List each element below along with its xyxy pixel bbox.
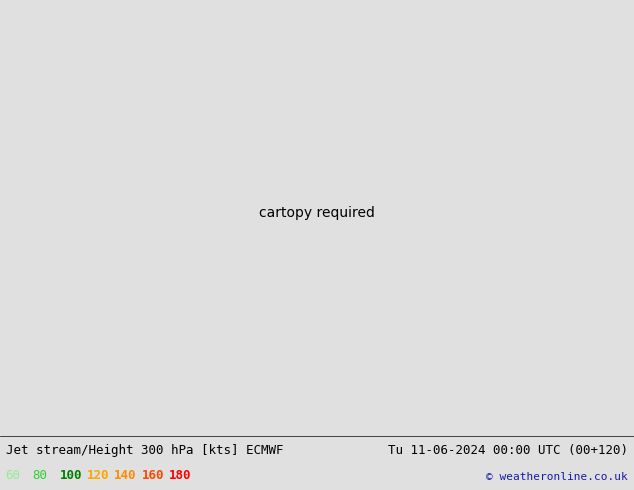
Text: Tu 11-06-2024 00:00 UTC (00+120): Tu 11-06-2024 00:00 UTC (00+120)	[387, 444, 628, 457]
Text: 180: 180	[169, 469, 191, 482]
Text: 120: 120	[87, 469, 109, 482]
Text: 60: 60	[5, 469, 20, 482]
Text: 80: 80	[32, 469, 48, 482]
Text: 140: 140	[114, 469, 136, 482]
Text: cartopy required: cartopy required	[259, 206, 375, 220]
Text: Jet stream/Height 300 hPa [kts] ECMWF: Jet stream/Height 300 hPa [kts] ECMWF	[6, 444, 284, 457]
Text: © weatheronline.co.uk: © weatheronline.co.uk	[486, 472, 628, 482]
Text: 160: 160	[141, 469, 164, 482]
Text: 100: 100	[60, 469, 82, 482]
